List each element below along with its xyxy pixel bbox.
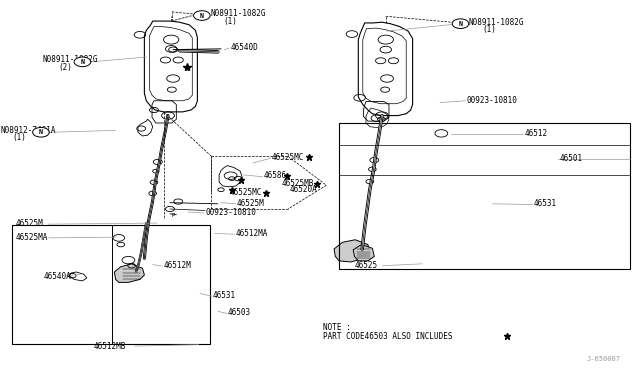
- Circle shape: [452, 19, 468, 29]
- Text: 46503: 46503: [228, 308, 251, 317]
- Text: N: N: [200, 13, 204, 19]
- Text: N08911-1082G: N08911-1082G: [468, 18, 524, 27]
- Text: 00923-10810: 00923-10810: [467, 96, 518, 105]
- Text: 00923-10810: 00923-10810: [205, 208, 256, 217]
- Text: N: N: [458, 21, 463, 27]
- Polygon shape: [353, 244, 374, 261]
- Text: N08911-1082G: N08911-1082G: [42, 55, 98, 64]
- Text: 46525MC: 46525MC: [229, 188, 262, 197]
- Text: 46512MB: 46512MB: [93, 341, 125, 350]
- Polygon shape: [115, 264, 145, 282]
- Text: 46531: 46531: [212, 291, 236, 300]
- Text: 46525MB: 46525MB: [282, 179, 314, 188]
- Text: P: P: [172, 213, 175, 218]
- Circle shape: [74, 57, 91, 67]
- Text: PART CODE46503 ALSO INCLUDES: PART CODE46503 ALSO INCLUDES: [323, 331, 452, 341]
- Text: 46512MA: 46512MA: [236, 229, 268, 238]
- Text: 46525M: 46525M: [15, 219, 43, 228]
- Text: 46525: 46525: [355, 261, 378, 270]
- Text: 46501: 46501: [559, 154, 582, 163]
- Text: 46525MA: 46525MA: [15, 232, 48, 242]
- Text: (1): (1): [483, 25, 497, 34]
- Text: 46540A: 46540A: [44, 272, 72, 281]
- Text: 46525M: 46525M: [237, 199, 265, 208]
- Text: (1): (1): [223, 17, 237, 26]
- Text: N: N: [81, 59, 84, 65]
- Text: (1): (1): [12, 133, 26, 142]
- Bar: [339, 123, 630, 269]
- Polygon shape: [334, 240, 370, 262]
- Text: 46525MC: 46525MC: [272, 153, 305, 161]
- Text: NOTE :: NOTE :: [323, 323, 351, 332]
- Text: 46586: 46586: [264, 171, 287, 180]
- Text: J-650007: J-650007: [586, 356, 620, 362]
- Circle shape: [193, 11, 210, 20]
- Circle shape: [33, 128, 49, 137]
- Text: N08912-7401A: N08912-7401A: [1, 126, 56, 135]
- Text: (2): (2): [58, 63, 72, 72]
- Text: 46512: 46512: [524, 129, 547, 138]
- Text: N08911-1082G: N08911-1082G: [210, 9, 266, 18]
- Bar: [12, 225, 210, 343]
- Text: 46520A: 46520A: [290, 185, 317, 194]
- Text: 46531: 46531: [534, 199, 557, 208]
- Text: 46540D: 46540D: [230, 43, 259, 52]
- Text: 46512M: 46512M: [164, 261, 191, 270]
- Text: N: N: [39, 129, 43, 135]
